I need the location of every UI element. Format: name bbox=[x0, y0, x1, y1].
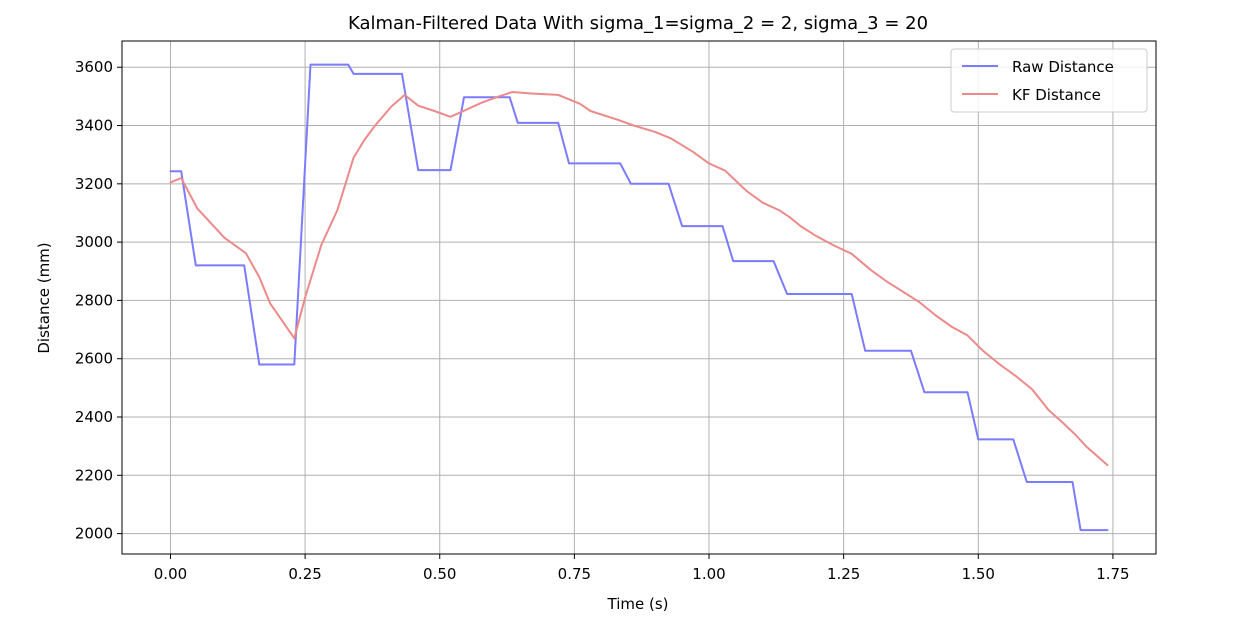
x-tick-label: 1.00 bbox=[692, 565, 725, 583]
legend-label-kf-distance: KF Distance bbox=[1012, 86, 1101, 104]
x-tick-label: 0.25 bbox=[288, 565, 321, 583]
x-axis: 0.00 0.25 0.50 0.75 1.00 1.25 1.50 1.75 bbox=[154, 554, 1130, 583]
x-tick-label: 0.00 bbox=[154, 565, 187, 583]
series-line-raw-distance bbox=[169, 63, 1109, 532]
legend: Raw Distance KF Distance bbox=[950, 48, 1148, 113]
grid bbox=[122, 41, 1156, 554]
y-axis: 2000 2200 2400 2600 2800 3000 3200 3400 3600 bbox=[75, 58, 122, 543]
legend-frame bbox=[950, 48, 1148, 113]
y-tick-label: 3200 bbox=[75, 175, 113, 193]
x-tick-label: 1.75 bbox=[1096, 565, 1129, 583]
y-tick-label: 2000 bbox=[75, 525, 113, 543]
y-tick-label: 2200 bbox=[75, 466, 113, 484]
y-tick-label: 3000 bbox=[75, 233, 113, 251]
x-tick-label: 0.75 bbox=[558, 565, 591, 583]
legend-label-raw-distance: Raw Distance bbox=[1012, 58, 1114, 76]
x-tick-label: 1.50 bbox=[962, 565, 995, 583]
y-tick-label: 2800 bbox=[75, 291, 113, 309]
series-group bbox=[169, 63, 1109, 532]
x-tick-label: 0.50 bbox=[423, 565, 456, 583]
chart-title: Kalman-Filtered Data With sigma_1=sigma_… bbox=[348, 13, 928, 34]
plot-frame bbox=[121, 40, 1157, 555]
x-axis-title: Time (s) bbox=[607, 595, 669, 613]
y-tick-label: 3400 bbox=[75, 117, 113, 135]
y-tick-label: 2400 bbox=[75, 408, 113, 426]
y-tick-label: 3600 bbox=[75, 58, 113, 76]
y-tick-label: 2600 bbox=[75, 350, 113, 368]
x-tick-label: 1.25 bbox=[827, 565, 860, 583]
series-line-kf-distance bbox=[169, 91, 1109, 467]
y-axis-title: Distance (mm) bbox=[35, 242, 53, 353]
